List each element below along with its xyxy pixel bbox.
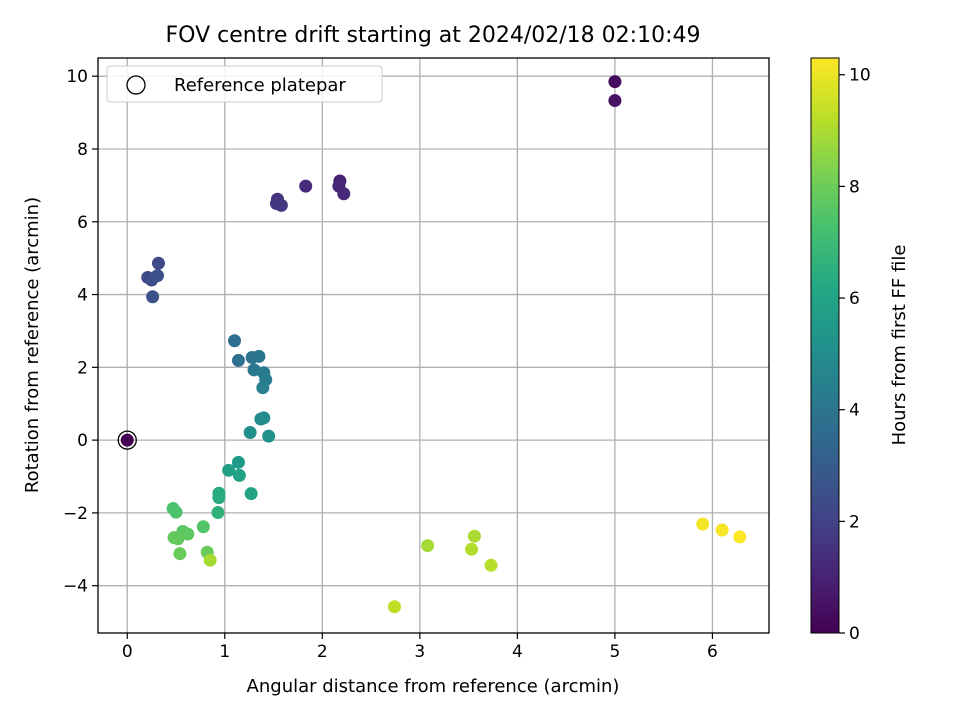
data-point [173,547,187,561]
data-point [169,505,183,519]
data-point [228,334,242,348]
y-tick-label: −2 [63,504,88,524]
y-tick-label: 6 [77,213,88,233]
data-point [181,527,195,541]
plot-frame [97,57,770,634]
y-tick-label: 10 [66,67,88,87]
x-tick-label: 3 [414,642,425,662]
data-point [608,94,622,108]
legend: Reference platepar [106,65,383,103]
data-point [484,558,498,572]
data-point [252,349,266,363]
y-tick-label: −4 [63,577,88,597]
x-tick-label: 2 [317,642,328,662]
reference-platepar-marker [117,430,137,450]
x-axis-label: Angular distance from reference (arcmin) [247,676,620,697]
data-point [733,530,747,544]
data-point [196,520,210,534]
chart-title: FOV centre drift starting at 2024/02/18 … [166,23,701,48]
data-point [696,517,710,531]
data-point [150,269,164,283]
data-point [465,542,479,556]
data-point [262,429,276,443]
data-point [715,523,729,537]
x-tick-label: 1 [219,642,230,662]
data-point [247,363,261,377]
data-point [387,600,401,614]
data-point [608,75,622,89]
x-axis-ticks: 0 1 2 3 4 5 6 [122,633,718,662]
colorbar: 0 2 4 6 8 10 Hours from first FF file [810,57,910,644]
legend-box [106,65,383,103]
data-points [117,75,747,614]
x-tick-label: 6 [707,642,718,662]
x-tick-label: 0 [122,642,133,662]
colorbar-tick-label: 6 [849,289,860,309]
data-point [120,433,134,447]
data-point [232,468,246,482]
data-point [151,256,165,270]
y-axis-ticks: −4 −2 0 2 4 6 8 10 [63,67,98,597]
y-axis-label: Rotation from reference (arcmin) [22,197,43,493]
data-point [222,463,236,477]
y-tick-label: 2 [77,358,88,378]
data-point [421,539,435,553]
data-point [203,553,217,567]
colorbar-tick-label: 0 [849,624,860,644]
data-point [211,506,225,520]
data-point [212,491,226,505]
colorbar-tick-label: 2 [849,512,860,532]
data-point [231,353,245,367]
gridlines [98,58,769,633]
data-point [274,198,288,212]
data-point [146,290,160,304]
data-point [256,381,270,395]
colorbar-label: Hours from first FF file [889,245,910,446]
data-point [299,179,313,193]
colorbar-tick-label: 10 [849,66,871,86]
y-tick-label: 4 [77,286,88,306]
legend-label: Reference platepar [174,75,346,96]
x-tick-label: 4 [512,642,523,662]
y-tick-label: 8 [77,140,88,160]
colorbar-gradient [810,57,840,634]
data-point [231,455,245,469]
data-point [244,487,258,501]
data-point [243,425,257,439]
legend-marker-icon [126,75,146,95]
colorbar-ticks: 0 2 4 6 8 10 [839,66,871,644]
colorbar-tick-label: 8 [849,177,860,197]
y-tick-label: 0 [77,431,88,451]
data-point [257,411,271,425]
x-tick-label: 5 [609,642,620,662]
data-point [171,532,185,546]
colorbar-tick-label: 4 [849,401,860,421]
data-point [337,187,351,201]
data-point [467,529,481,543]
